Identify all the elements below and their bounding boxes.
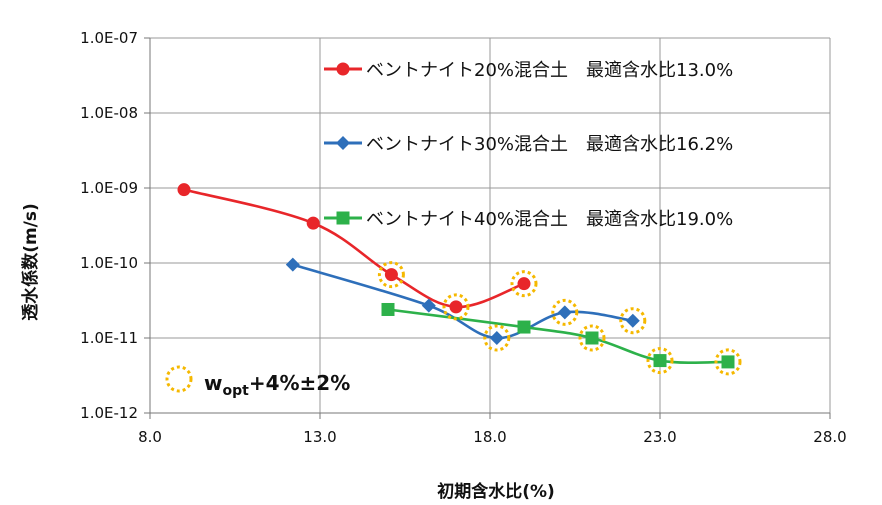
data-point [653,354,667,368]
highlight-circle [551,298,579,326]
data-point [489,331,504,345]
annotation-key: wopt+4%±2% [165,365,350,399]
series-1 [177,183,531,314]
legend-label: ベントナイト30%混合土 最適含水比16.2% [366,134,733,155]
highlight-circle [442,293,470,321]
data-series [177,183,735,369]
legend-item: ベントナイト40%混合土 最適含水比19.0% [324,209,733,230]
y-tick-label: 1.0E-09 [80,179,138,197]
annotation-subscript: opt [222,383,249,399]
highlight-markers [377,261,742,376]
x-tick-label: 8.0 [138,428,162,446]
y-tick-label: 1.0E-12 [80,404,138,422]
highlight-circle [646,347,674,375]
y-axis-ticks: 1.0E-12 1.0E-11 1.0E-10 1.0E-09 1.0E-08 1.0E-… [80,29,150,422]
x-tick-label: 28.0 [813,428,846,446]
x-tick-label: 23.0 [643,428,676,446]
data-point [557,305,572,320]
series-2 [285,257,640,345]
data-point [585,331,599,345]
x-axis-ticks: 8.0 13.0 18.0 23.0 28.0 [138,413,847,446]
data-point [177,183,191,197]
data-point [381,302,395,316]
data-point [517,277,531,291]
highlight-circle [619,307,647,335]
annotation-suffix: +4%±2% [249,371,350,395]
legend-marker [336,62,350,76]
series-3 [381,302,735,369]
data-point [306,216,320,230]
legend-marker [336,136,350,150]
series-line [292,263,633,340]
series-line [387,308,729,365]
data-point [285,257,300,272]
data-point [721,355,735,369]
legend-marker [336,211,350,225]
highlight-circle [510,270,538,298]
annotation-symbol [165,365,193,393]
x-tick-label: 13.0 [303,428,336,446]
legend: ベントナイト20%混合土 最適含水比13.0% ベントナイト30%混合土 最適含水… [324,60,733,230]
data-point [517,320,531,334]
y-axis-title: 透水係数(m/s) [20,203,41,321]
data-point [421,298,436,313]
annotation-label: wopt+4%±2% [204,371,350,399]
legend-item: ベントナイト30%混合土 最適含水比16.2% [324,134,733,155]
highlight-circle [377,261,405,289]
data-point [384,268,398,282]
legend-label: ベントナイト20%混合土 最適含水比13.0% [366,60,733,81]
data-point [625,313,640,328]
y-tick-label: 1.0E-11 [80,329,138,347]
highlight-circle [714,348,742,376]
x-tick-label: 18.0 [473,428,506,446]
highlight-circle [483,324,511,352]
legend-label: ベントナイト40%混合土 最適含水比19.0% [366,209,733,230]
x-axis-title: 初期含水比(%) [437,481,555,502]
highlight-circle [578,324,606,352]
y-tick-label: 1.0E-08 [80,104,138,122]
y-tick-label: 1.0E-10 [80,254,138,272]
legend-item: ベントナイト20%混合土 最適含水比13.0% [324,60,733,81]
y-tick-label: 1.0E-07 [80,29,138,47]
series-line [183,188,525,309]
data-point [449,300,463,314]
annotation-prefix: w [204,371,222,395]
